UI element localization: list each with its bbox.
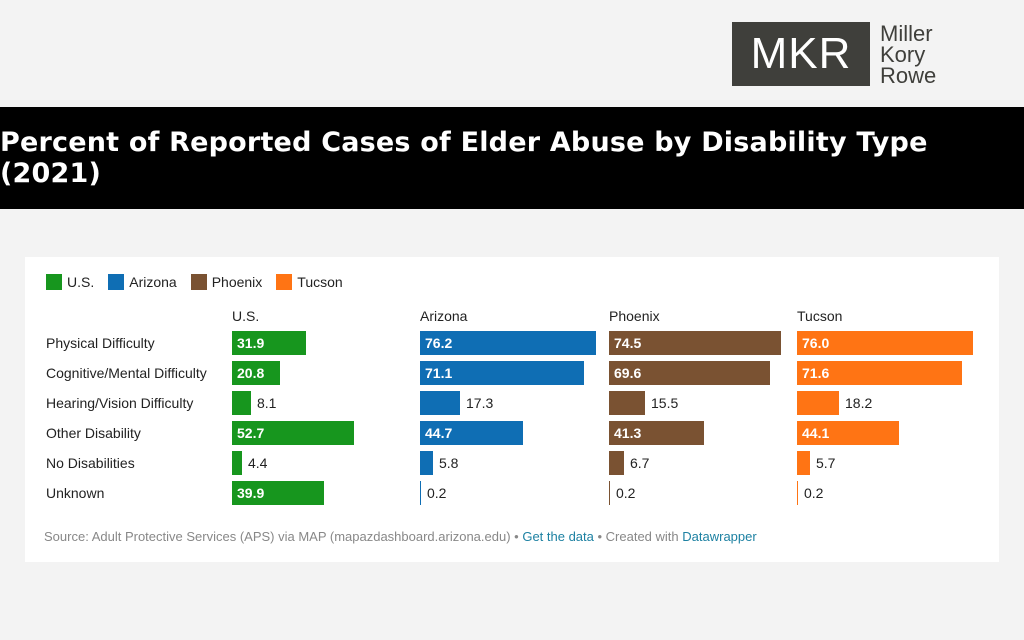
bar <box>609 391 645 415</box>
bar-value-label: 0.2 <box>427 485 447 501</box>
legend-label: U.S. <box>67 274 95 290</box>
legend-label: Tucson <box>297 274 343 290</box>
bar <box>420 451 433 475</box>
bar-value-label: 44.1 <box>802 425 830 441</box>
bar-value-label: 74.5 <box>614 335 642 351</box>
panel-header: Tucson <box>797 308 843 324</box>
row-label: Hearing/Vision Difficulty <box>46 395 194 411</box>
chart-card: U.S. Arizona Phoenix Tucson Source: Adul… <box>25 257 999 562</box>
bar <box>232 361 280 385</box>
bar <box>609 481 610 505</box>
bar <box>797 421 899 445</box>
bar-value-label: 69.6 <box>614 365 642 381</box>
bar <box>797 361 962 385</box>
logo-word: Rowe <box>880 62 937 88</box>
title-band: Percent of Reported Cases of Elder Abuse… <box>0 107 1024 209</box>
get-data-link[interactable]: Get the data <box>522 529 594 544</box>
bar <box>420 391 460 415</box>
bar <box>609 331 781 355</box>
bar <box>420 361 584 385</box>
bar <box>797 391 839 415</box>
bar-value-label: 41.3 <box>614 425 642 441</box>
bar-value-label: 8.1 <box>257 395 277 411</box>
legend-swatch <box>276 274 293 290</box>
legend-item: Phoenix <box>190 274 263 290</box>
bar-value-label: 15.5 <box>651 395 679 411</box>
panel-header: U.S. <box>232 308 260 324</box>
created-with-text: • Created with <box>593 529 683 544</box>
legend-item: Tucson <box>276 274 343 290</box>
legend-item: U.S. <box>46 274 94 290</box>
bar-value-label: 52.7 <box>237 425 265 441</box>
panel-header: Phoenix <box>609 308 660 324</box>
logo-word: Kory <box>880 41 926 67</box>
row-label: Physical Difficulty <box>46 335 155 351</box>
row-label: No Disabilities <box>46 455 135 471</box>
bar <box>232 451 242 475</box>
bar-value-label: 5.7 <box>816 455 836 471</box>
bar-value-label: 4.4 <box>248 455 268 471</box>
source-text: Source: Adult Protective Services (APS) … <box>44 529 511 544</box>
legend-swatch <box>46 274 62 290</box>
legend-item: Arizona <box>108 274 177 290</box>
bar-value-label: 71.1 <box>425 365 453 381</box>
logo-mark: MKR <box>732 22 870 86</box>
row-label: Unknown <box>46 485 105 501</box>
legend-swatch <box>108 274 125 290</box>
bar-value-label: 71.6 <box>802 365 830 381</box>
logo-words: Miller Kory Rowe <box>880 20 937 88</box>
bar <box>232 331 306 355</box>
bar <box>232 421 354 445</box>
legend-label: Phoenix <box>211 274 263 290</box>
bar <box>609 421 704 445</box>
bar <box>420 331 596 355</box>
separator: • <box>510 529 523 544</box>
bar-value-label: 31.9 <box>237 335 265 351</box>
bar-value-label: 0.2 <box>616 485 636 501</box>
bar <box>609 451 624 475</box>
bar <box>797 481 798 505</box>
bar <box>232 481 324 505</box>
bar-value-label: 18.2 <box>845 395 873 411</box>
bar-value-label: 5.8 <box>439 455 459 471</box>
logo: MKR Miller Kory Rowe <box>732 22 936 86</box>
bar <box>232 391 251 415</box>
row-label: Cognitive/Mental Difficulty <box>46 365 207 381</box>
bar-value-label: 76.2 <box>425 335 453 351</box>
logo-word: Miller <box>880 20 933 46</box>
bar-value-label: 20.8 <box>237 365 265 381</box>
bar-value-label: 39.9 <box>237 485 265 501</box>
datawrapper-link[interactable]: Datawrapper <box>682 529 757 544</box>
bar-value-label: 76.0 <box>802 335 830 351</box>
legend-label: Arizona <box>129 274 177 290</box>
bar <box>797 331 973 355</box>
legend: U.S. Arizona Phoenix Tucson <box>46 274 357 290</box>
bar <box>609 361 770 385</box>
chart-title: Percent of Reported Cases of Elder Abuse… <box>0 127 928 189</box>
bar-value-label: 6.7 <box>630 455 650 471</box>
row-label: Other Disability <box>46 425 141 441</box>
bar-value-label: 17.3 <box>466 395 494 411</box>
bar-value-label: 44.7 <box>425 425 453 441</box>
bar <box>420 421 523 445</box>
bar-value-label: 0.2 <box>804 485 824 501</box>
source-footer: Source: Adult Protective Services (APS) … <box>44 529 757 544</box>
legend-swatch <box>190 274 207 290</box>
bar <box>420 481 421 505</box>
panel-header: Arizona <box>420 308 468 324</box>
bar <box>797 451 810 475</box>
